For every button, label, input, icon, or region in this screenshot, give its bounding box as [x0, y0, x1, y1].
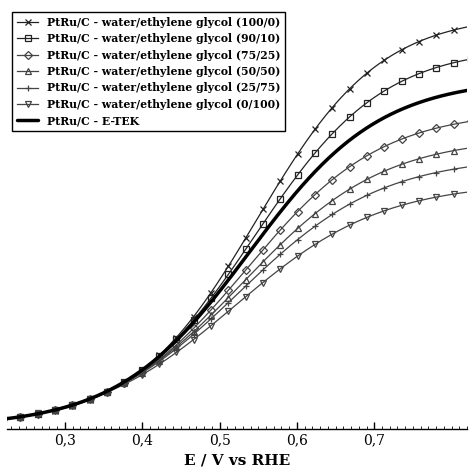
PtRu/C - E-TEK — [84, 397, 90, 403]
PtRu/C - water/ethylene glycol (50/50) — [84, 397, 90, 403]
X-axis label: E / V vs RHE: E / V vs RHE — [184, 453, 290, 467]
Line: PtRu/C - E-TEK: PtRu/C - E-TEK — [3, 89, 474, 419]
PtRu/C - water/ethylene glycol (90/10) — [356, 107, 361, 112]
PtRu/C - E-TEK — [315, 165, 321, 171]
PtRu/C - water/ethylene glycol (75/25) — [278, 226, 284, 232]
PtRu/C - water/ethylene glycol (25/75) — [315, 221, 321, 227]
PtRu/C - water/ethylene glycol (90/10) — [472, 55, 474, 61]
PtRu/C - water/ethylene glycol (50/50) — [214, 307, 219, 312]
PtRu/C - water/ethylene glycol (90/10) — [0, 416, 6, 422]
PtRu/C - E-TEK — [0, 416, 6, 422]
PtRu/C - water/ethylene glycol (90/10) — [84, 398, 90, 403]
PtRu/C - water/ethylene glycol (0/100) — [315, 240, 321, 246]
PtRu/C - water/ethylene glycol (100/0) — [214, 282, 219, 287]
PtRu/C - water/ethylene glycol (90/10) — [315, 146, 321, 152]
PtRu/C - water/ethylene glycol (100/0) — [278, 177, 284, 182]
PtRu/C - water/ethylene glycol (50/50) — [472, 144, 474, 150]
PtRu/C - water/ethylene glycol (0/100) — [0, 416, 6, 422]
PtRu/C - water/ethylene glycol (25/75) — [278, 251, 284, 256]
PtRu/C - E-TEK — [356, 131, 361, 137]
PtRu/C - water/ethylene glycol (25/75) — [84, 397, 90, 403]
PtRu/C - E-TEK — [121, 379, 127, 385]
PtRu/C - water/ethylene glycol (90/10) — [214, 288, 219, 294]
Line: PtRu/C - water/ethylene glycol (25/75): PtRu/C - water/ethylene glycol (25/75) — [0, 163, 474, 422]
Line: PtRu/C - water/ethylene glycol (0/100): PtRu/C - water/ethylene glycol (0/100) — [0, 188, 474, 422]
PtRu/C - water/ethylene glycol (100/0) — [121, 380, 127, 385]
PtRu/C - water/ethylene glycol (50/50) — [121, 380, 127, 386]
PtRu/C - water/ethylene glycol (90/10) — [121, 379, 127, 385]
PtRu/C - water/ethylene glycol (50/50) — [278, 241, 284, 246]
PtRu/C - water/ethylene glycol (100/0) — [356, 78, 361, 83]
PtRu/C - water/ethylene glycol (100/0) — [315, 122, 321, 128]
PtRu/C - water/ethylene glycol (0/100) — [84, 397, 90, 403]
PtRu/C - water/ethylene glycol (100/0) — [84, 398, 90, 404]
PtRu/C - water/ethylene glycol (0/100) — [214, 319, 219, 324]
PtRu/C - water/ethylene glycol (0/100) — [472, 188, 474, 194]
PtRu/C - water/ethylene glycol (25/75) — [356, 197, 361, 202]
PtRu/C - water/ethylene glycol (100/0) — [472, 23, 474, 28]
Line: PtRu/C - water/ethylene glycol (90/10): PtRu/C - water/ethylene glycol (90/10) — [0, 55, 474, 422]
PtRu/C - water/ethylene glycol (75/25) — [121, 380, 127, 386]
PtRu/C - water/ethylene glycol (75/25) — [214, 301, 219, 307]
PtRu/C - water/ethylene glycol (50/50) — [0, 416, 6, 422]
PtRu/C - water/ethylene glycol (75/25) — [0, 416, 6, 422]
Line: PtRu/C - water/ethylene glycol (75/25): PtRu/C - water/ethylene glycol (75/25) — [0, 118, 474, 422]
PtRu/C - water/ethylene glycol (25/75) — [0, 416, 6, 422]
PtRu/C - water/ethylene glycol (25/75) — [472, 163, 474, 169]
Legend: PtRu/C - water/ethylene glycol (100/0), PtRu/C - water/ethylene glycol (90/10), : PtRu/C - water/ethylene glycol (100/0), … — [12, 12, 285, 130]
PtRu/C - E-TEK — [278, 208, 284, 214]
PtRu/C - water/ethylene glycol (0/100) — [121, 382, 127, 387]
Line: PtRu/C - water/ethylene glycol (50/50): PtRu/C - water/ethylene glycol (50/50) — [0, 145, 474, 422]
PtRu/C - water/ethylene glycol (25/75) — [214, 311, 219, 317]
PtRu/C - water/ethylene glycol (75/25) — [84, 398, 90, 403]
PtRu/C - water/ethylene glycol (75/25) — [356, 158, 361, 164]
PtRu/C - water/ethylene glycol (75/25) — [472, 118, 474, 123]
PtRu/C - water/ethylene glycol (75/25) — [315, 189, 321, 195]
PtRu/C - water/ethylene glycol (50/50) — [356, 181, 361, 187]
PtRu/C - water/ethylene glycol (90/10) — [278, 195, 284, 201]
PtRu/C - E-TEK — [214, 292, 219, 298]
PtRu/C - E-TEK — [472, 86, 474, 92]
PtRu/C - water/ethylene glycol (0/100) — [356, 218, 361, 224]
PtRu/C - water/ethylene glycol (50/50) — [315, 209, 321, 214]
PtRu/C - water/ethylene glycol (100/0) — [0, 416, 6, 422]
PtRu/C - water/ethylene glycol (25/75) — [121, 380, 127, 386]
Line: PtRu/C - water/ethylene glycol (100/0): PtRu/C - water/ethylene glycol (100/0) — [0, 23, 474, 422]
PtRu/C - water/ethylene glycol (0/100) — [278, 265, 284, 271]
